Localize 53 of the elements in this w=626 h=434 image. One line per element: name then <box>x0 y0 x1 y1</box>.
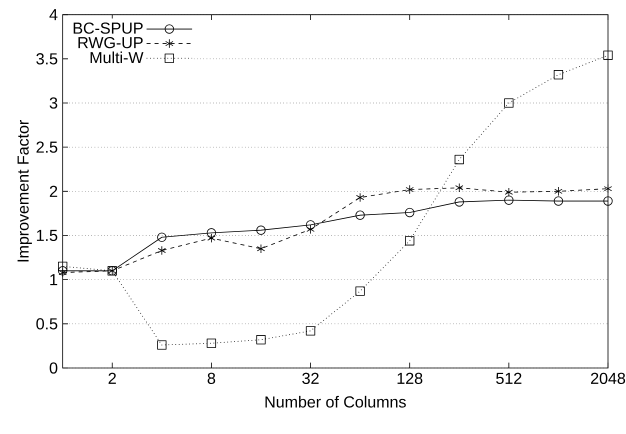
x-axis-title: Number of Columns <box>266 396 406 408</box>
y-tick-label: 1.5 <box>36 230 58 242</box>
point <box>306 224 315 234</box>
point <box>554 186 563 196</box>
y-tick-label: 3.5 <box>36 53 58 64</box>
point <box>306 220 316 230</box>
legend-label: BC-SPUP <box>74 22 143 34</box>
point <box>157 340 166 350</box>
y-tick-label: 1 <box>50 274 58 286</box>
point <box>306 326 316 336</box>
point <box>504 195 514 205</box>
x-tick-label: 512 <box>496 372 522 384</box>
point <box>406 184 414 194</box>
legend-label: RWG-UP <box>78 36 143 48</box>
legend-label: Multi-W <box>90 51 144 64</box>
point <box>206 228 216 238</box>
point <box>603 50 613 60</box>
y-tick-label: 0.5 <box>36 318 58 330</box>
point <box>158 246 166 256</box>
x-tick-label: 8 <box>208 372 216 384</box>
point <box>206 338 216 348</box>
y-tick-label: 3 <box>50 97 58 109</box>
point <box>256 226 266 235</box>
x-tick-label: 32 <box>302 372 319 384</box>
point <box>504 98 514 108</box>
x-tick-label: 128 <box>398 372 422 384</box>
y-tick-label: 2 <box>50 186 58 197</box>
point <box>355 210 365 220</box>
point <box>604 184 612 194</box>
point <box>207 233 216 243</box>
point <box>554 70 564 80</box>
point <box>58 262 68 272</box>
point <box>256 335 266 344</box>
point <box>554 196 564 206</box>
point <box>405 208 414 218</box>
point <box>58 266 68 276</box>
point <box>454 197 464 207</box>
y-tick-label: 2.5 <box>36 142 58 153</box>
point <box>58 268 67 278</box>
y-tick-label: 4 <box>49 9 58 20</box>
point <box>603 196 613 206</box>
point <box>455 183 464 192</box>
y-tick-label: 0 <box>50 362 58 374</box>
x-tick-label: 2048 <box>590 372 626 384</box>
point <box>256 244 266 254</box>
y-axis-title: Improvement Factor <box>18 120 32 262</box>
point <box>454 154 464 164</box>
point <box>355 286 365 296</box>
x-tick-label: 2 <box>108 372 116 384</box>
point <box>356 192 364 202</box>
point <box>157 232 166 242</box>
point <box>405 236 414 246</box>
point <box>504 188 513 197</box>
